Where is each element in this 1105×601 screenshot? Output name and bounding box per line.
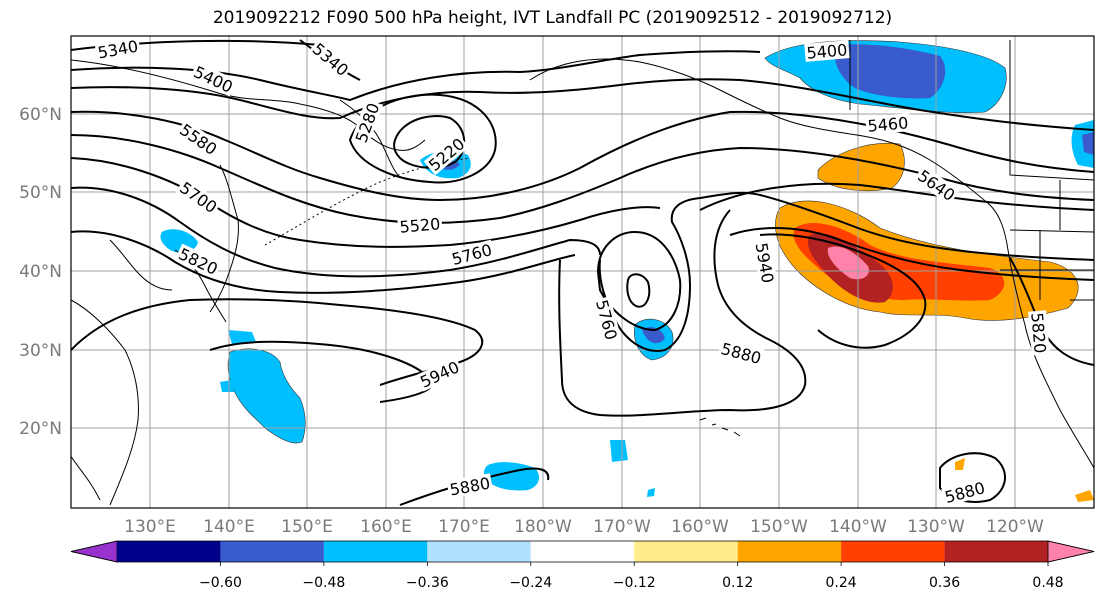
lat-label: 40°N: [19, 262, 62, 282]
ivt-orange-small: [955, 458, 965, 470]
map-title: 2019092212 F090 500 hPa height, IVT Land…: [212, 8, 893, 28]
graticule: [71, 36, 1094, 508]
lon-label: 160°W: [671, 517, 729, 537]
colorbar-swatch: [427, 541, 531, 562]
contour-5760: [71, 186, 601, 278]
kamchatka: [339, 99, 399, 176]
height-contours: [71, 39, 1094, 506]
colorbar-swatch: [117, 541, 221, 562]
colorbar-extend-low: [70, 540, 118, 563]
colorbar-tick-label: −0.36: [406, 575, 449, 591]
contour-5520-low: [348, 93, 497, 184]
ivt-neg-east-edge-dark: [1082, 132, 1094, 155]
colorbar-tick-label: −0.24: [509, 575, 552, 591]
map-frame: [70, 35, 1095, 509]
lon-label: 130°E: [124, 517, 176, 537]
ivt-neg-pacific-3: [220, 380, 234, 392]
colorbar-swatch: [841, 541, 945, 562]
lon-label: 170°E: [438, 517, 490, 537]
hawaii: [699, 417, 741, 437]
colorbar-tick-label: 0.24: [826, 575, 857, 591]
lat-label: 30°N: [19, 341, 62, 361]
contour-5820: [71, 230, 576, 294]
lat-label: 50°N: [19, 183, 62, 203]
contour-label: 5820: [1027, 312, 1049, 354]
ivt-neg-south-2: [610, 440, 628, 462]
contour-5880: [558, 209, 807, 417]
lat-label: 60°N: [19, 105, 62, 125]
ivt-neg-ne-dark: [834, 44, 946, 99]
colorbar-tick-label: −0.48: [302, 575, 345, 591]
colorbar-swatch: [737, 541, 842, 562]
na-states: [1000, 180, 1094, 301]
lon-label: 150°W: [750, 517, 808, 537]
lat-label: 20°N: [19, 419, 62, 439]
contour-label: 5400: [806, 40, 848, 62]
colorbar-swatch: [530, 541, 635, 562]
ivt-orange-corner: [1075, 490, 1094, 502]
sakhalin-coast: [209, 164, 239, 313]
colorbar-outline: [70, 540, 1095, 563]
contour-5220-low: [393, 115, 466, 169]
contour-5880-south: [399, 467, 550, 506]
contour-5760-loop: [596, 230, 682, 332]
contour-5940-east: [759, 233, 927, 349]
ivt-neg-center-dark: [642, 327, 665, 344]
ivt-neg-east-edge: [1071, 120, 1094, 168]
contour-5460: [71, 78, 1094, 131]
contour-5940: [209, 340, 433, 403]
lon-label: 170°W: [593, 517, 651, 537]
colorbar-extend-high: [1047, 540, 1095, 563]
ivt-neg-pacific: [227, 348, 306, 444]
philippines: [71, 455, 101, 501]
contour-5400: [71, 50, 761, 102]
lon-label: 140°W: [829, 517, 887, 537]
colorbar-tick-label: 0.48: [1032, 575, 1063, 591]
lon-label: 160°E: [360, 517, 412, 537]
china-coast: [71, 299, 139, 506]
colorbar-tick-label: 0.12: [722, 575, 753, 591]
na-border: [1009, 40, 1094, 181]
contour-5580: [71, 110, 1094, 202]
contour-5760-cut: [598, 191, 1094, 352]
lon-label: 150°E: [281, 517, 333, 537]
lon-label: 180°W: [514, 517, 572, 537]
lon-label: 140°E: [203, 517, 255, 537]
coastlines: [71, 40, 1094, 506]
colorbar-swatch: [634, 541, 738, 562]
colorbar-swatch: [944, 541, 1048, 562]
ivt-neg-small: [647, 488, 655, 497]
contour-5820-east: [729, 227, 1094, 281]
colorbar-swatch: [323, 541, 428, 562]
ivt-neg-pacific-2: [228, 330, 256, 344]
colorbar-tick-label: −0.60: [199, 575, 242, 591]
colorbar-swatch: [220, 541, 324, 562]
contour-label: 5520: [399, 214, 441, 236]
aleutians: [264, 157, 471, 246]
colorbar-tick-label: 0.36: [929, 575, 960, 591]
longitude-labels: 130°E 140°E 150°E 160°E 170°E 180°W 170°W 160°W…: [124, 517, 1044, 537]
latitude-labels: 60°N 50°N 40°N 30°N 20°N: [19, 105, 62, 439]
lon-label: 130°W: [907, 517, 965, 537]
colorbar: −0.60 −0.48 −0.36 −0.24 −0.12 0.12 0.24 0.36 0.4…: [70, 540, 1095, 591]
asia-coast: [71, 59, 426, 151]
lon-label: 120°W: [986, 517, 1044, 537]
contour-5880-west: [71, 298, 484, 386]
colorbar-tick-label: −0.12: [613, 575, 656, 591]
contour-5820-small: [626, 273, 651, 308]
contour-label: 5460: [867, 113, 909, 135]
korea-coast: [109, 239, 173, 291]
